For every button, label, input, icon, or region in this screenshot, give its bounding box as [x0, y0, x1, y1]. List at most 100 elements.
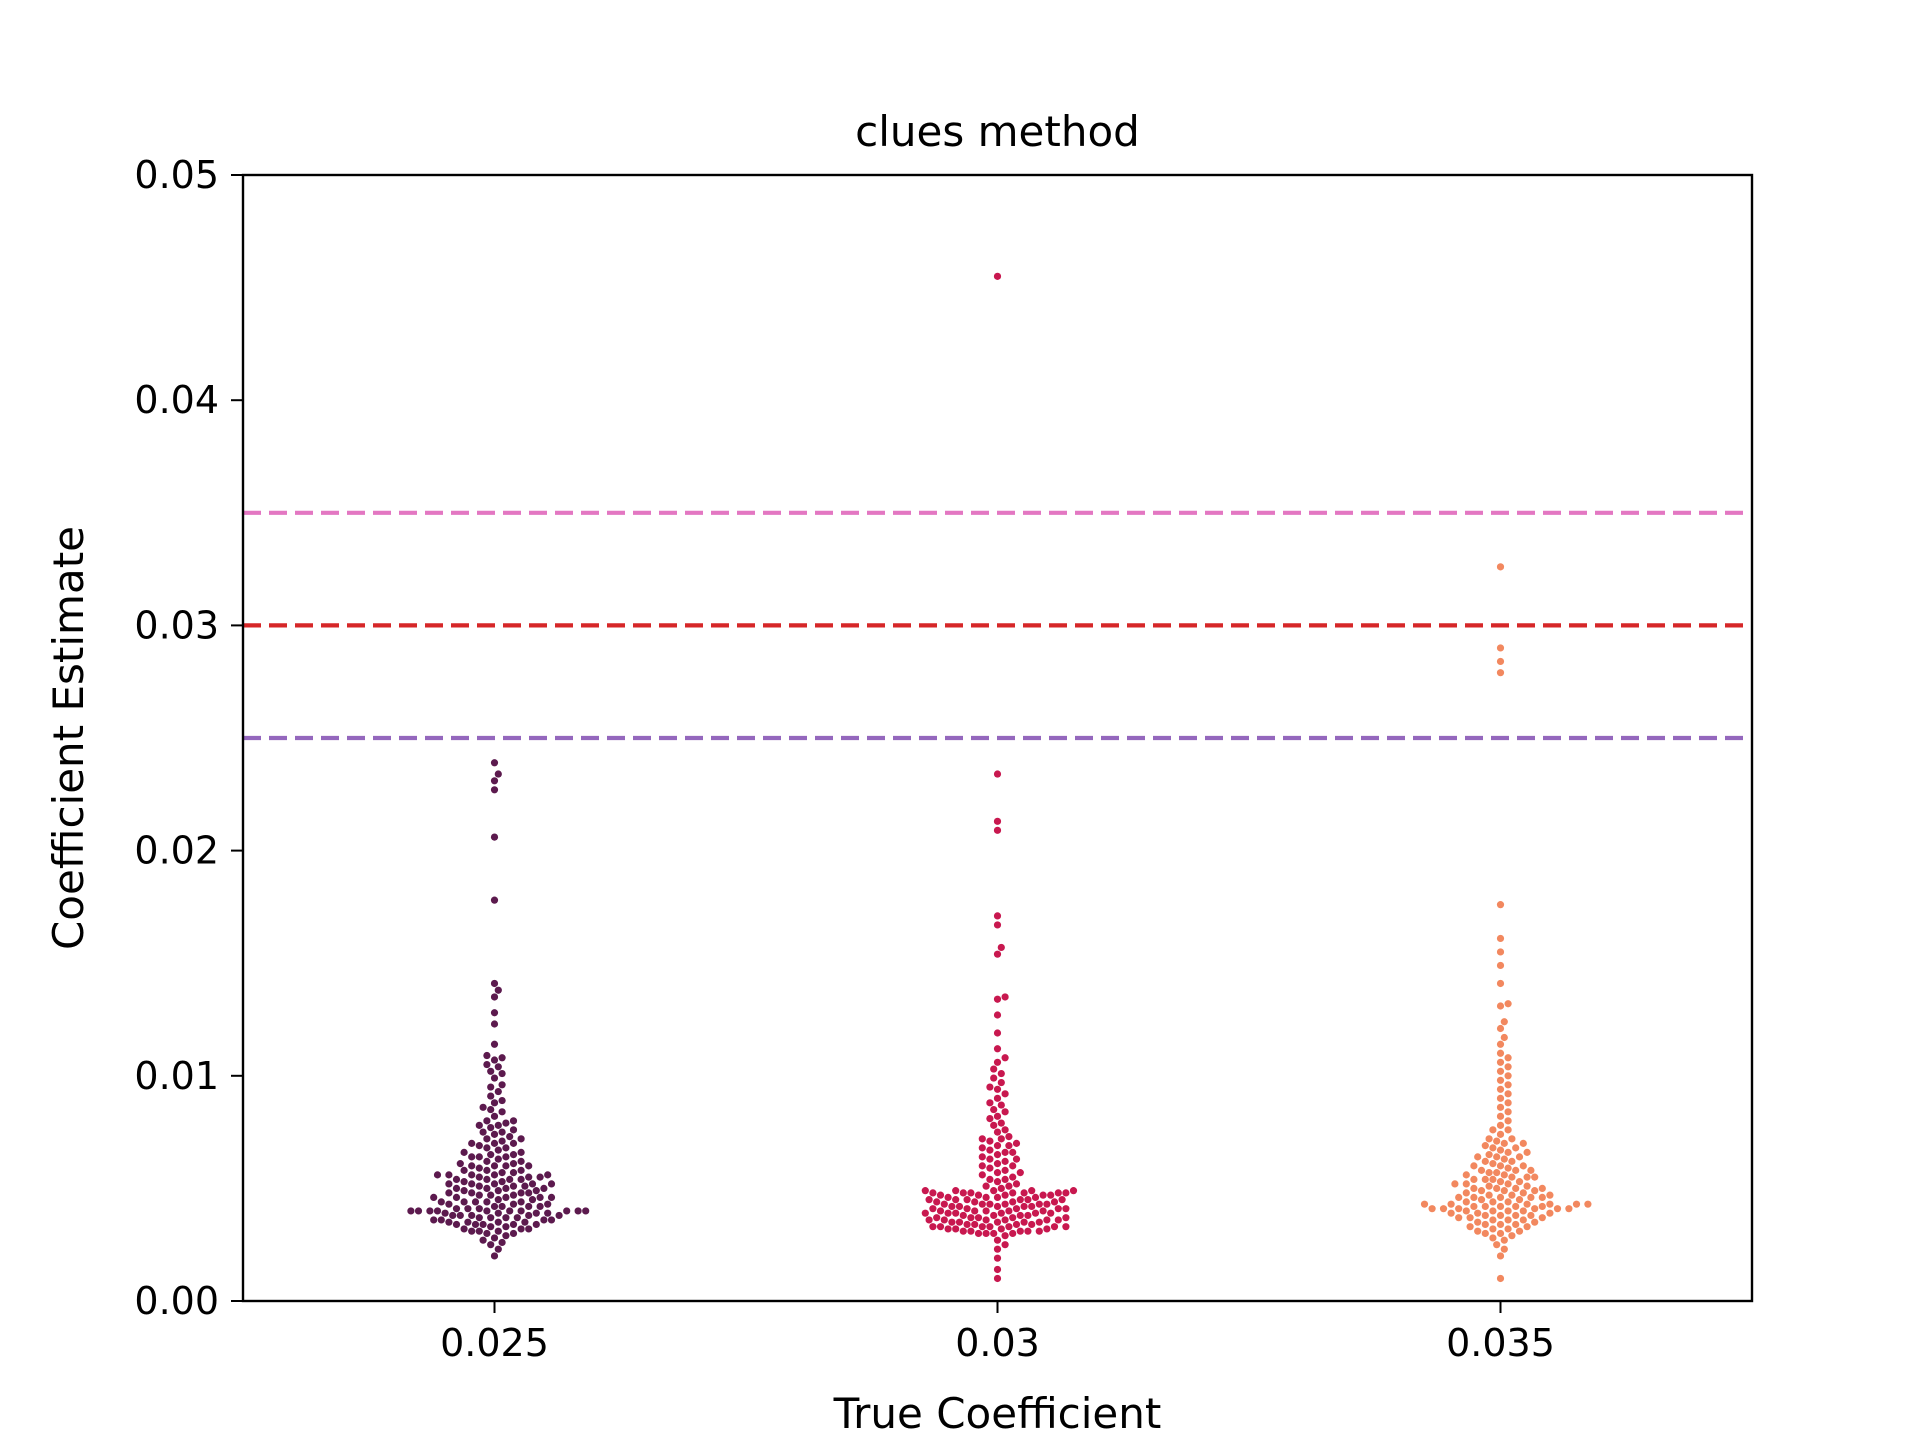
data-point — [1496, 1220, 1505, 1229]
data-point — [1031, 1209, 1040, 1217]
data-point — [1462, 1180, 1470, 1188]
data-point — [1489, 1234, 1497, 1242]
data-point — [944, 1209, 952, 1217]
data-point — [449, 1211, 457, 1220]
data-point — [1496, 1229, 1505, 1238]
data-point — [1005, 1182, 1013, 1190]
data-point — [1504, 1117, 1512, 1125]
data-point — [483, 1207, 491, 1215]
data-point — [997, 1078, 1005, 1087]
data-point — [483, 1135, 491, 1143]
data-point — [982, 1216, 990, 1224]
data-point — [1496, 1130, 1505, 1138]
data-point — [1005, 1223, 1013, 1231]
data-point — [1439, 1205, 1448, 1213]
data-point — [936, 1207, 945, 1215]
data-point — [959, 1227, 967, 1235]
data-point — [1474, 1153, 1482, 1161]
data-point — [993, 1254, 1002, 1262]
data-point — [1504, 1054, 1512, 1062]
data-point — [993, 1112, 1002, 1120]
data-point — [468, 1227, 476, 1235]
data-point — [921, 1209, 929, 1217]
data-point — [1504, 1072, 1512, 1080]
data-point — [1496, 1211, 1505, 1220]
data-point — [1504, 1164, 1512, 1172]
data-point — [955, 1218, 964, 1226]
data-point — [452, 1184, 461, 1192]
data-point — [1035, 1227, 1043, 1235]
data-point — [1035, 1200, 1043, 1208]
data-point — [974, 1214, 983, 1222]
data-point — [498, 1081, 506, 1089]
data-point — [468, 1180, 476, 1188]
data-point — [1504, 1216, 1512, 1224]
data-point — [525, 1173, 533, 1181]
data-point — [1538, 1214, 1546, 1222]
data-point — [1050, 1223, 1059, 1231]
data-point — [1527, 1166, 1535, 1174]
data-point — [1009, 1229, 1017, 1238]
data-point — [468, 1171, 476, 1179]
data-point — [1504, 1225, 1512, 1233]
data-point — [437, 1198, 445, 1206]
data-point — [475, 1205, 483, 1213]
data-point — [990, 1211, 998, 1220]
data-point — [536, 1193, 544, 1202]
data-point — [993, 1274, 1002, 1283]
data-point — [464, 1218, 472, 1226]
data-point — [483, 1175, 491, 1183]
data-point — [1519, 1216, 1527, 1224]
data-point — [1538, 1202, 1546, 1211]
data-point — [471, 1220, 480, 1229]
y-tick-label: 0.04 — [134, 378, 219, 422]
data-point — [1005, 1133, 1013, 1141]
data-point — [525, 1225, 533, 1233]
data-point — [483, 1117, 491, 1125]
data-point — [974, 1229, 983, 1238]
data-point — [1462, 1171, 1470, 1179]
data-point — [1031, 1193, 1040, 1202]
data-point — [967, 1189, 975, 1197]
data-point — [494, 1187, 502, 1195]
data-point — [990, 1229, 998, 1238]
data-point — [1512, 1184, 1520, 1192]
data-point — [993, 950, 1002, 958]
data-point — [494, 1209, 502, 1217]
data-point — [1462, 1189, 1470, 1197]
data-point — [1481, 1142, 1489, 1150]
data-point — [993, 1236, 1002, 1244]
data-point — [490, 1202, 499, 1211]
data-point — [490, 1056, 499, 1064]
data-point — [986, 1146, 994, 1154]
data-point — [1485, 1182, 1493, 1190]
data-point — [475, 1153, 483, 1161]
data-point — [1515, 1178, 1524, 1186]
x-tick-label: 0.03 — [955, 1321, 1040, 1365]
data-point — [1470, 1184, 1478, 1192]
data-point — [993, 272, 1002, 280]
data-point — [506, 1175, 514, 1183]
data-point — [490, 786, 499, 794]
data-point — [1512, 1144, 1520, 1152]
data-point — [925, 1216, 933, 1224]
data-point — [475, 1121, 483, 1129]
data-point — [1496, 979, 1505, 988]
data-point — [1485, 1191, 1493, 1199]
data-point — [1496, 1040, 1505, 1048]
data-point — [487, 1191, 495, 1199]
data-point — [517, 1207, 525, 1215]
data-point — [445, 1200, 453, 1208]
data-point — [525, 1202, 533, 1211]
data-point — [990, 1074, 998, 1082]
data-point — [540, 1216, 548, 1224]
data-point — [959, 1189, 967, 1197]
data-point — [1455, 1214, 1463, 1222]
data-point — [997, 1225, 1005, 1233]
data-point — [1489, 1126, 1497, 1134]
data-point — [494, 1121, 502, 1129]
data-point — [1001, 1108, 1009, 1116]
data-point — [475, 1173, 483, 1181]
data-point — [498, 1128, 506, 1136]
data-point — [517, 1198, 525, 1206]
